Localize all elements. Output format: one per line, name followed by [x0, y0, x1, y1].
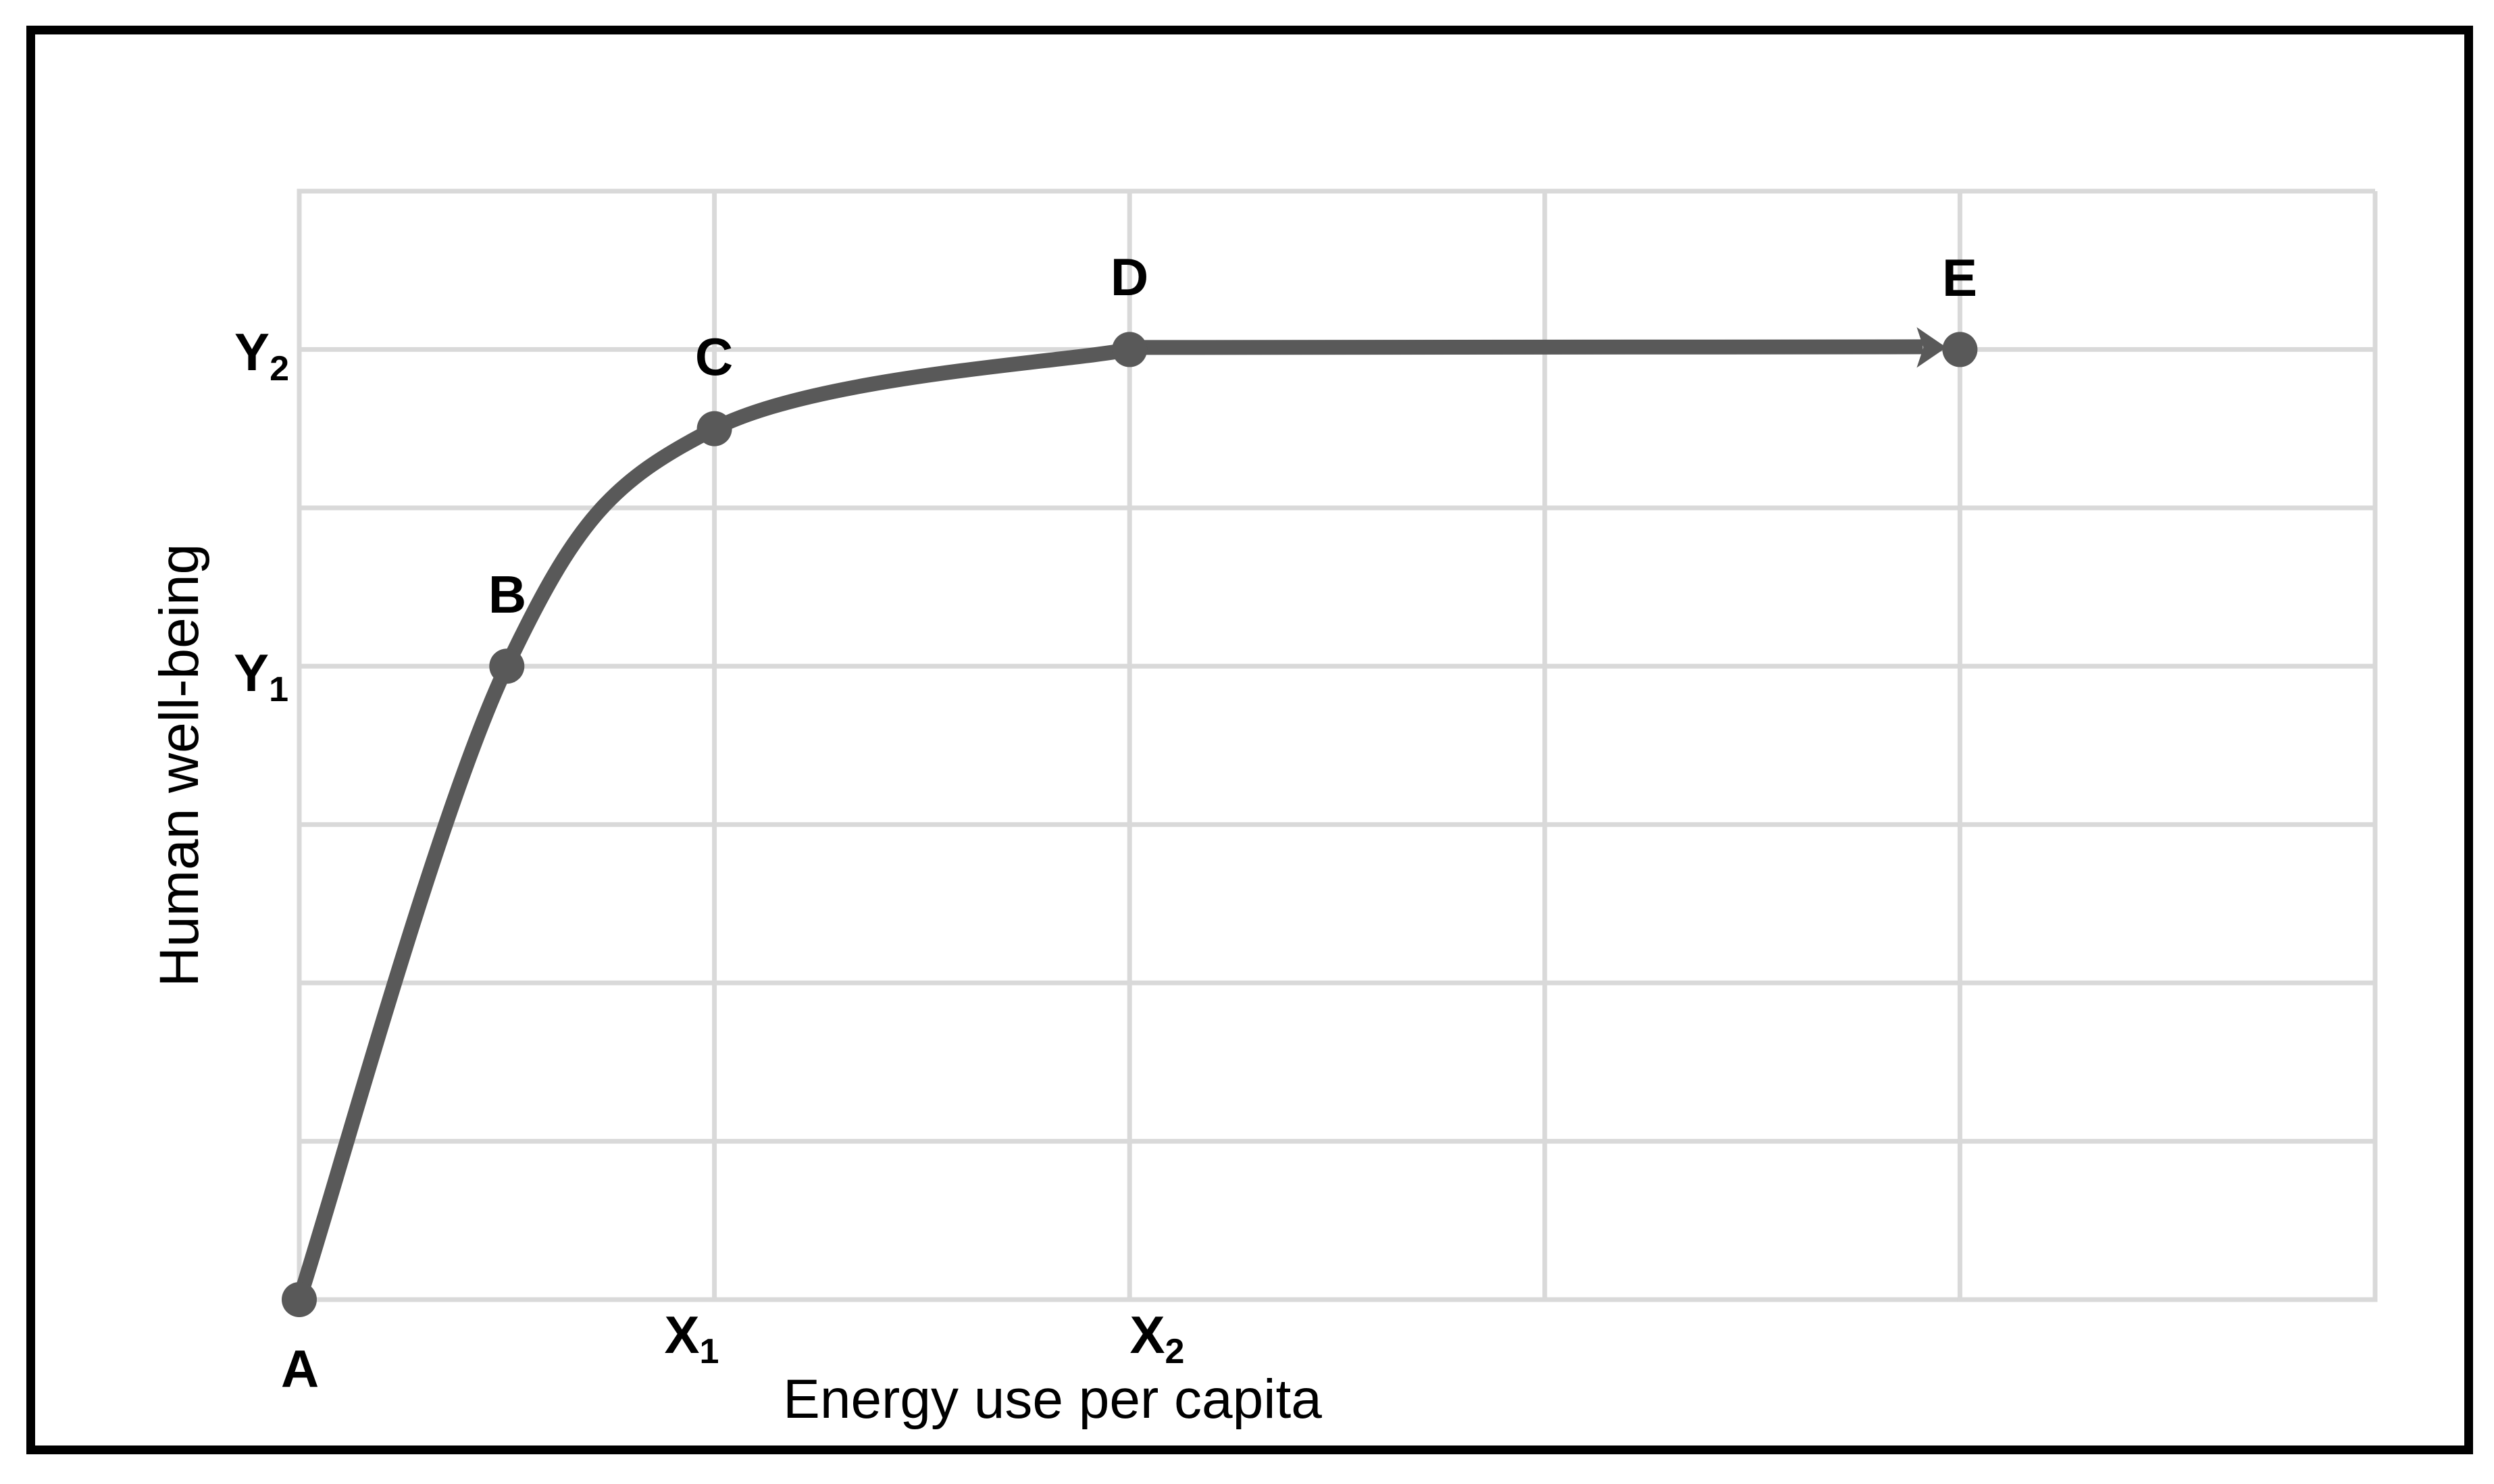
x-tick-X1-main: X [664, 1305, 700, 1365]
y-tick-Y1: Y1 [234, 646, 288, 707]
y-tick-Y1-main: Y [234, 643, 270, 703]
data-point-E [1942, 332, 1978, 367]
x-tick-X1: X1 [665, 1308, 719, 1369]
point-label-B: B [488, 565, 527, 624]
point-label-C: C [694, 327, 734, 386]
data-point-A [282, 1282, 317, 1317]
y-tick-Y2-sub: 2 [270, 349, 289, 388]
y-tick-Y1-sub: 1 [269, 669, 288, 709]
x-tick-X2: X2 [1130, 1308, 1185, 1369]
data-point-D [1112, 332, 1148, 367]
y-axis-title: Human well-being [149, 543, 210, 988]
x-tick-X2-main: X [1129, 1305, 1165, 1365]
y-tick-Y2-main: Y [234, 322, 270, 382]
x-tick-X2-sub: 2 [1165, 1331, 1185, 1371]
data-point-C [696, 411, 732, 446]
point-label-A: A [280, 1339, 320, 1398]
y-tick-Y2: Y2 [234, 326, 289, 386]
x-axis-title: Energy use per capita [783, 1368, 1322, 1430]
point-label-E: E [1941, 248, 1978, 307]
wellbeing-curve [292, 342, 1138, 1307]
data-point-B [489, 648, 525, 684]
x-tick-X1-sub: 1 [699, 1331, 719, 1371]
point-label-D: D [1110, 247, 1149, 307]
arrowhead [1916, 327, 1947, 368]
outer-border-frame [26, 26, 2473, 1454]
